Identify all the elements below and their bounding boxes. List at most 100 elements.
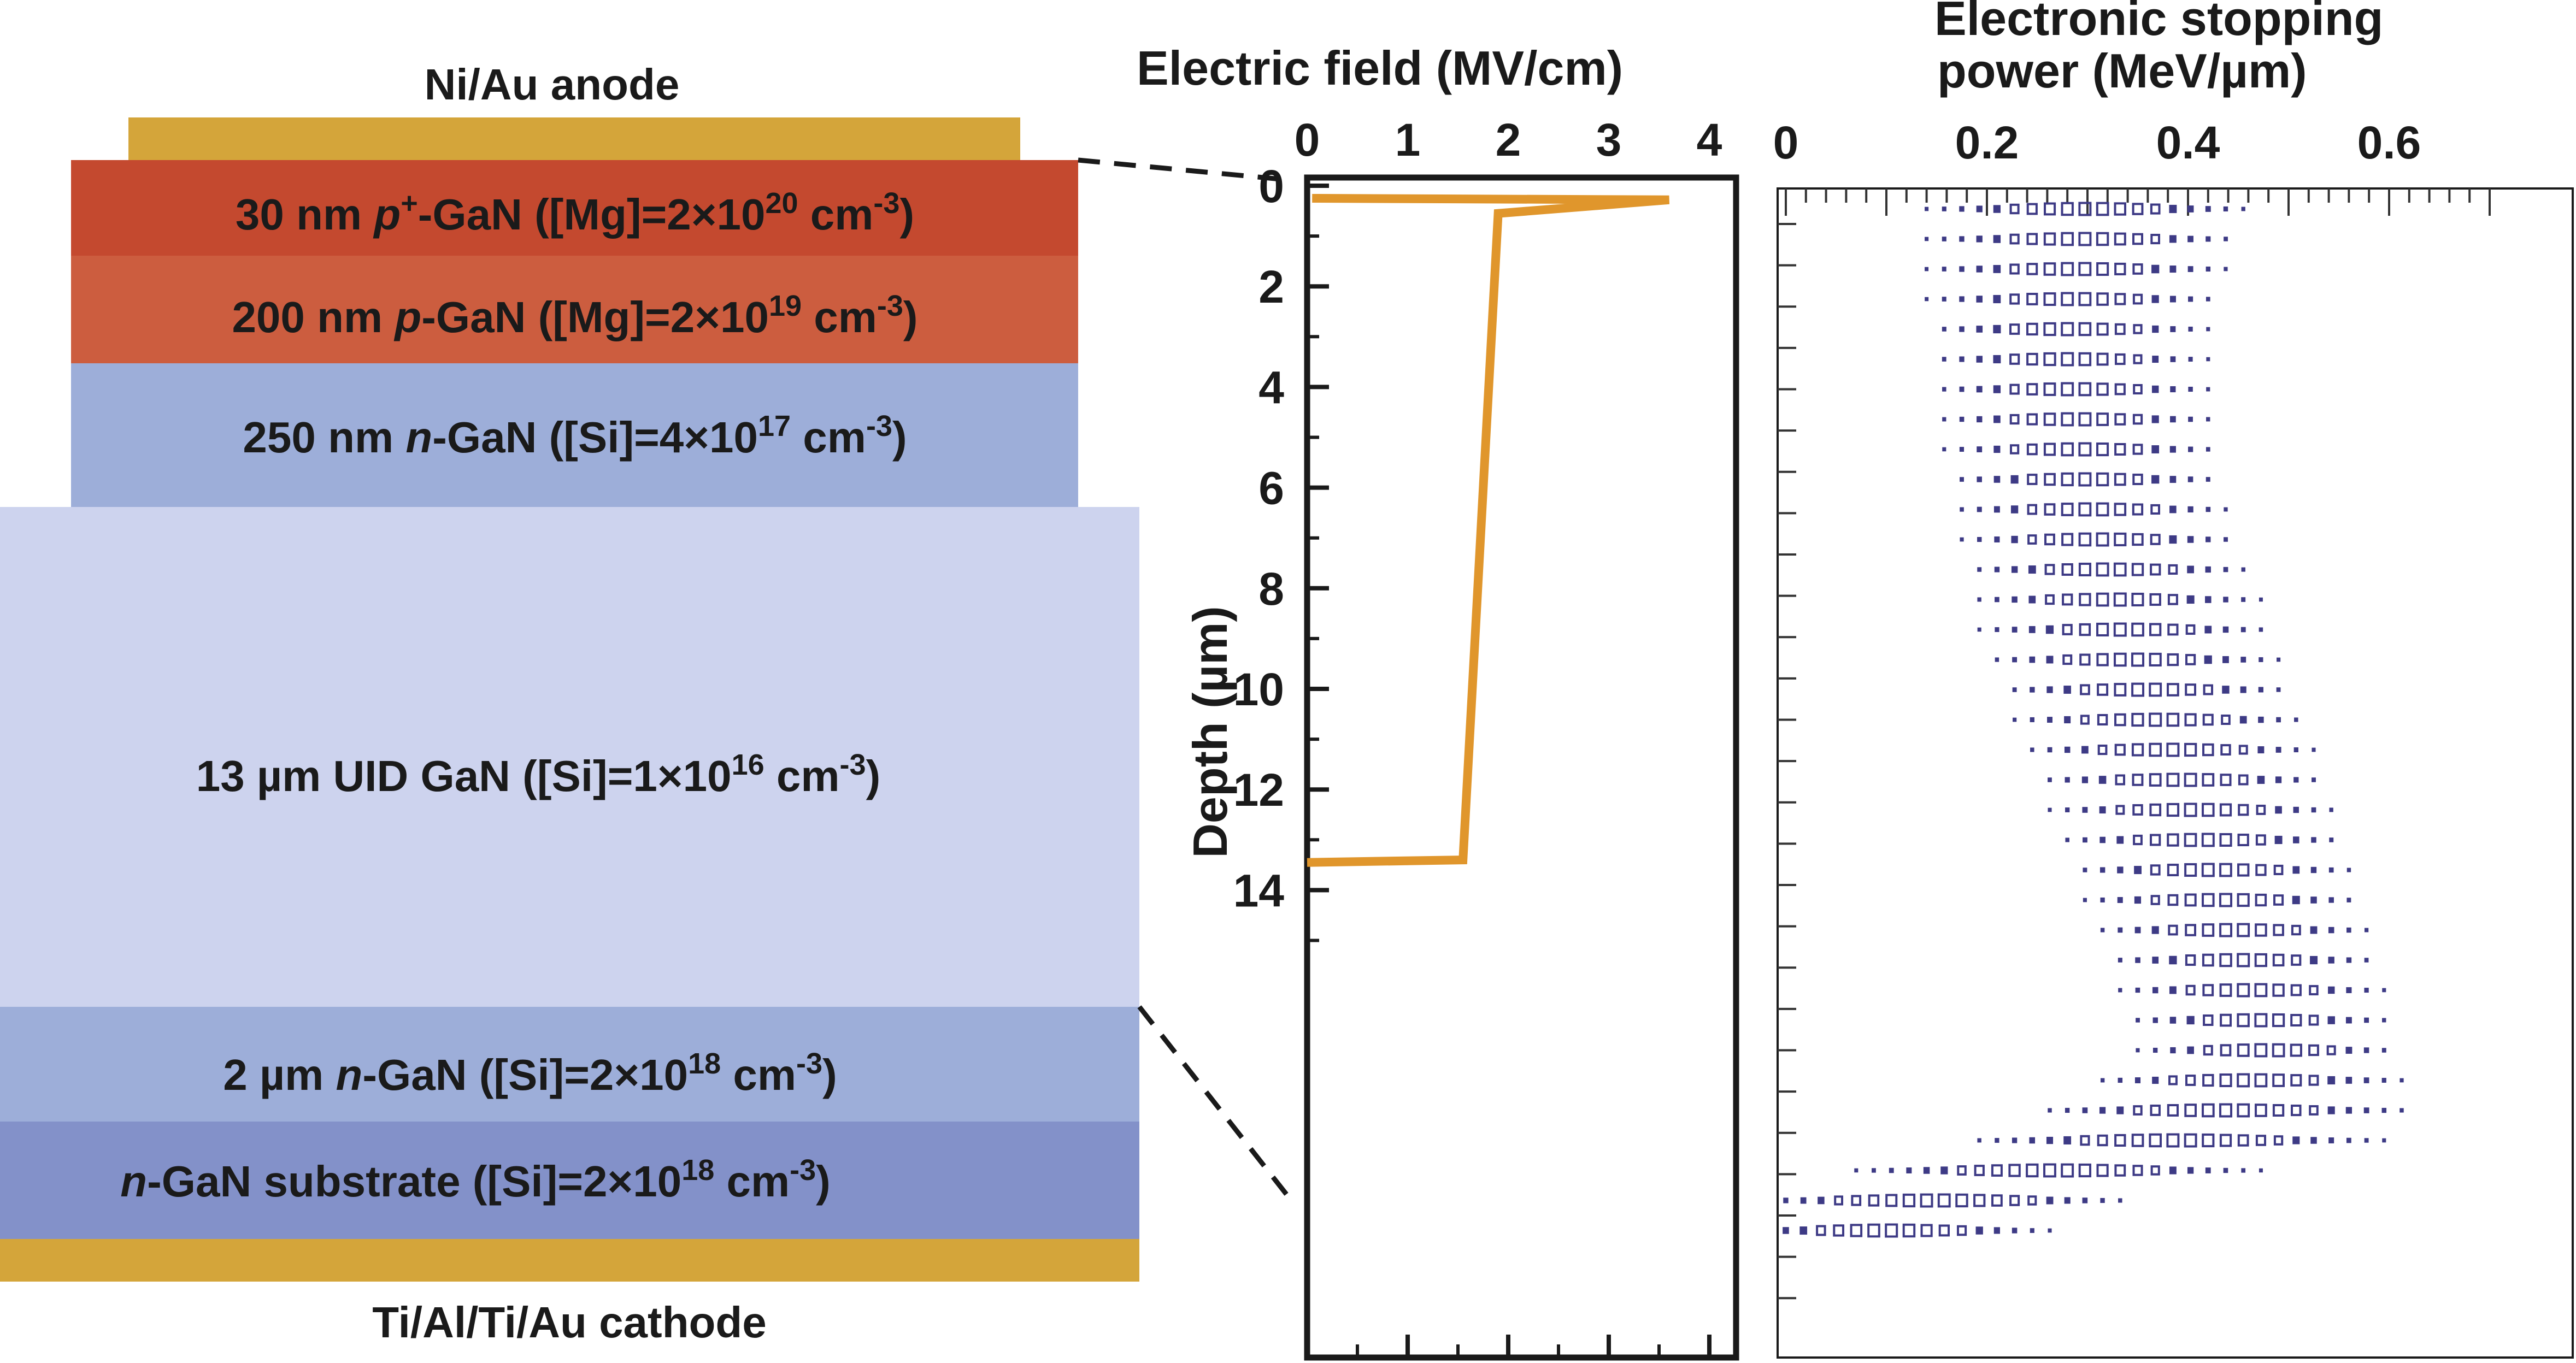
stopping-power-density-mark [1868,1194,1880,1207]
stopping-power-density-mark [2202,953,2214,967]
stopping-power-density-mark [2096,502,2109,517]
stopping-power-density-mark [2241,1168,2246,1173]
stopping-power-x-tick-label: 0 [1773,117,1799,168]
layer-label-n-gan-2um: 2 µm n-GaN ([Si]=2×1018 cm-3) [223,1047,837,1099]
stopping-power-density-mark [2327,1076,2336,1085]
stopping-power-density-mark [2170,1047,2176,1054]
stopping-power-density-mark [2166,712,2180,727]
stopping-power-density-mark [2132,774,2144,786]
stopping-power-density-mark [2132,203,2144,215]
stopping-power-density-mark [2131,652,2144,667]
stopping-power-density-mark [2043,412,2056,426]
stopping-power-density-mark [2170,386,2176,393]
stopping-power-density-mark [1993,235,2001,243]
stopping-power-density-mark [2272,983,2285,997]
efield-x-tick-label: 0 [1295,114,1320,166]
layer-text-exponent: -3 [873,187,899,220]
stopping-power-density-mark [2328,927,2334,934]
stopping-power-density-mark [2118,988,2122,993]
stopping-power-density-mark [2065,777,2070,783]
stopping-power-density-mark [2080,684,2090,695]
stopping-power-density-mark [2223,567,2228,573]
stopping-power-density-mark [2201,833,2215,847]
stopping-power-density-mark [2078,442,2092,457]
stopping-power-density-mark [2202,1133,2215,1148]
stopping-power-density-mark [2062,624,2073,635]
stopping-power-density-mark [2219,863,2232,877]
stopping-power-density-mark [2187,565,2194,574]
stopping-power-density-mark [2326,1045,2336,1055]
stopping-power-density-mark [2364,1138,2369,1143]
stopping-power-density-mark [2274,835,2283,845]
stopping-power-density-mark [2255,834,2266,846]
stopping-power-density-mark [1994,536,2000,542]
stopping-power-density-mark [1942,267,1946,272]
stopping-power-density-mark [2114,744,2126,756]
stopping-power-density-mark [2202,743,2214,757]
efield-x-tick-label: 4 [1697,114,1722,166]
efield-y-tick-label: 2 [1258,261,1284,312]
stopping-power-density-mark [2046,686,2053,693]
stopping-power-density-mark [1960,477,1964,482]
stopping-power-density-mark [2135,987,2140,993]
stopping-power-density-mark [2118,1198,2122,1203]
stopping-power-density-mark [2134,866,2142,875]
stopping-power-x-tick-label: 0.4 [2156,117,2220,168]
layer-text-part: 2 µm [223,1051,336,1099]
stopping-power-density-mark [2237,1043,2250,1057]
stopping-power-density-mark [2149,742,2162,757]
stopping-power-density-mark [2273,894,2284,906]
layer-text-part: -GaN ([Si]=4×10 [432,413,758,462]
stopping-power-density-mark [2027,534,2037,545]
stopping-power-density-mark [1976,205,1983,213]
stopping-power-density-mark [2202,1073,2214,1087]
stopping-power-density-mark [1993,476,2001,483]
stopping-power-density-mark [2187,536,2194,543]
stopping-power-density-mark [1993,445,2001,453]
stopping-power-density-mark [1959,296,1965,302]
stopping-power-density-mark [1816,1225,1826,1236]
stopping-power-density-mark [2152,1047,2158,1053]
stopping-power-density-mark [2028,595,2036,604]
stopping-power-density-mark [2046,1196,2054,1205]
stopping-power-density-mark [2030,717,2034,722]
stopping-power-density-mark [2063,686,2071,694]
stopping-power-density-mark [2132,503,2144,516]
stopping-power-density-mark [2083,837,2087,843]
efield-y-tick-label: 4 [1258,362,1284,413]
stopping-power-density-mark [1994,567,2000,573]
stopping-power-density-mark [2079,653,2091,666]
stopping-power-density-mark [1920,1224,1933,1237]
stopping-power-density-mark [2062,593,2073,606]
stopping-power-density-mark [2206,447,2210,452]
stopping-power-density-mark [2293,836,2299,843]
stopping-power-density-mark [2118,958,2122,963]
stopping-power-density-mark [2116,836,2124,844]
stopping-power-density-mark [2061,533,2074,546]
stopping-power-density-mark [2275,806,2282,814]
stopping-power-density-mark [2063,1136,2072,1144]
cathode-contact [0,1239,1139,1282]
stopping-power-density-mark [2114,323,2126,335]
stopping-power-density-mark [1976,356,1983,363]
stopping-power-density-mark [2114,413,2126,426]
layer-uid-gan [0,507,1139,1007]
stopping-power-density-mark [2258,687,2263,693]
stopping-power-density-mark [2206,236,2211,242]
stopping-power-density-mark [2061,412,2074,427]
stopping-power-density-mark [2259,657,2263,662]
efield-plot-frame [1304,174,1739,1361]
stopping-power-x-tick-label: 0.2 [1955,117,2019,168]
stopping-power-density-mark [2258,716,2264,723]
stopping-power-density-mark [2151,264,2160,274]
stopping-power-density-mark [2132,1165,2143,1176]
stopping-power-density-mark [1993,324,2001,334]
stopping-power-density-mark [2114,262,2126,275]
stopping-power-density-mark [2096,352,2109,366]
stopping-power-density-mark [2363,1077,2369,1083]
stopping-power-density-mark [2222,626,2229,633]
stopping-power-density-mark [1800,1197,1807,1204]
stopping-power-density-mark [2169,265,2177,273]
stopping-power-density-mark [2097,714,2108,725]
stopping-power-density-mark [2026,233,2038,245]
